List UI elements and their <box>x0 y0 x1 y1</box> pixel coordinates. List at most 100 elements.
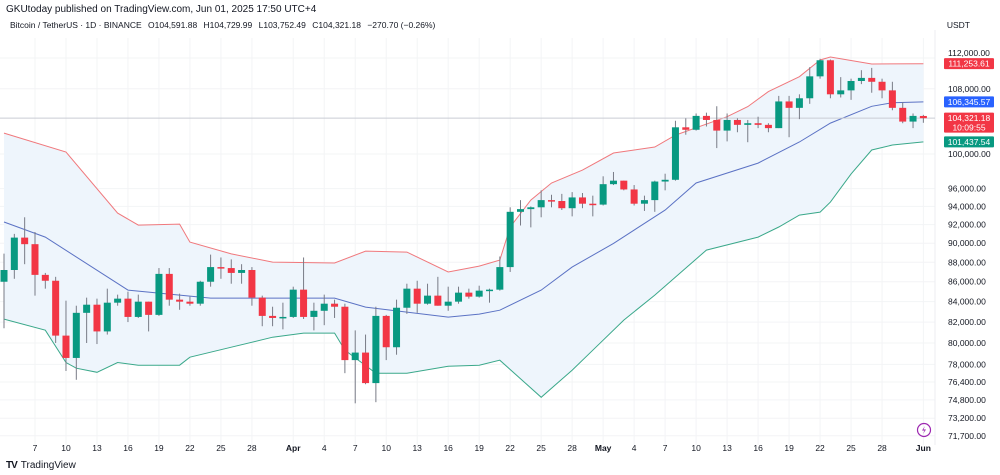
candle-body <box>630 189 638 204</box>
candle-body <box>21 237 29 245</box>
candle <box>620 180 628 191</box>
candle-body <box>723 119 731 131</box>
candle <box>826 59 834 99</box>
candle-body <box>640 200 648 204</box>
x-tick-label: 22 <box>185 443 195 453</box>
candle <box>176 293 184 310</box>
candle <box>41 272 49 289</box>
candle-body <box>403 288 411 308</box>
x-tick-label: 19 <box>784 443 794 453</box>
candle-body <box>279 316 287 319</box>
candle-body <box>527 207 535 210</box>
candle <box>444 286 452 311</box>
candle <box>589 195 597 217</box>
candle-body <box>878 81 886 91</box>
candle <box>10 233 18 279</box>
candle <box>134 294 142 318</box>
x-tick-label: 4 <box>632 443 637 453</box>
candle <box>651 180 659 212</box>
candle-body <box>248 269 256 298</box>
y-tick-label: 90,000.00 <box>948 238 986 248</box>
candle <box>785 95 793 138</box>
candle <box>733 118 741 133</box>
candle-body <box>351 352 359 361</box>
candle <box>919 114 927 123</box>
candle <box>413 280 421 313</box>
x-axis: 7 10 13 16 19 22 25 28 Apr 4 7 10 13 16 19 22 25 28 May 4 7 1… <box>33 443 931 453</box>
candle <box>279 302 287 330</box>
candle <box>155 268 163 316</box>
candle-body <box>795 98 803 108</box>
candle <box>496 256 504 291</box>
candle <box>558 193 566 211</box>
x-tick-label: 16 <box>123 443 133 453</box>
candle-body <box>155 273 163 315</box>
candle-body <box>475 290 483 297</box>
x-tick-label: Jun <box>916 443 931 453</box>
candle <box>868 67 876 93</box>
ohlc-high: H104,729.99 <box>203 20 253 30</box>
candle <box>537 190 545 218</box>
candle <box>455 286 463 304</box>
tradingview-brand: TradingView <box>20 460 76 471</box>
candle <box>775 95 783 129</box>
x-tick-label: 19 <box>154 443 164 453</box>
candle-body <box>103 302 111 332</box>
price-label-countdown: 10:09:55 <box>952 123 985 133</box>
candle <box>341 303 349 374</box>
candle-body <box>806 76 814 99</box>
candle <box>62 300 70 371</box>
candle-body <box>919 115 927 119</box>
candle-body <box>217 267 225 269</box>
candle <box>310 302 318 331</box>
x-tick-label: 7 <box>663 443 668 453</box>
price-label-lower-bg <box>944 136 994 148</box>
price-label-last-bg <box>944 112 994 133</box>
ohlc-open: O104,591.88 <box>148 20 198 30</box>
candle-body <box>424 295 432 304</box>
candle-body <box>124 298 132 317</box>
candle-body <box>31 244 39 275</box>
candle <box>764 123 772 133</box>
candle-body <box>517 209 524 212</box>
tradingview-logo[interactable]: TV TradingView <box>6 460 76 471</box>
candle <box>713 106 721 149</box>
x-tick-label: 16 <box>753 443 763 453</box>
candle <box>114 294 122 306</box>
x-tick-label: 10 <box>381 443 391 453</box>
y-tick-label: 74,800.00 <box>948 395 986 405</box>
candle-body <box>847 80 855 91</box>
candle-body <box>382 315 390 348</box>
x-tick-label: 10 <box>691 443 701 453</box>
candle <box>124 291 132 323</box>
candle-body <box>41 274 49 281</box>
candle <box>72 305 80 380</box>
candle-body <box>713 119 721 131</box>
symbol-name[interactable]: Bitcoin / TetherUS · 1D · BINANCE <box>10 20 142 30</box>
candle <box>258 295 266 327</box>
x-tick-label: 22 <box>815 443 825 453</box>
candle <box>888 81 896 111</box>
candle <box>506 207 514 272</box>
candle <box>909 113 917 129</box>
candle <box>372 306 380 403</box>
candle <box>754 116 762 129</box>
lightning-icon[interactable] <box>916 422 932 438</box>
candle-body <box>310 310 318 317</box>
candle-body <box>547 200 555 202</box>
candle <box>857 70 865 85</box>
candle <box>899 102 907 124</box>
x-tick-label: 7 <box>353 443 358 453</box>
tradingview-logo-mark: TV <box>6 460 18 471</box>
candle <box>434 276 442 306</box>
candle-body <box>52 280 60 336</box>
ohlc-low: L103,752.49 <box>258 20 306 30</box>
candle <box>393 299 401 355</box>
candle <box>475 285 483 298</box>
candle-body <box>300 289 308 317</box>
price-label-last: 104,321.18 <box>948 113 991 123</box>
candle-body <box>868 77 876 82</box>
y-axis: 112,000.00 108,000.00 100,000.00 96,000.00 9… <box>948 48 991 441</box>
x-tick-label: 7 <box>33 443 38 453</box>
